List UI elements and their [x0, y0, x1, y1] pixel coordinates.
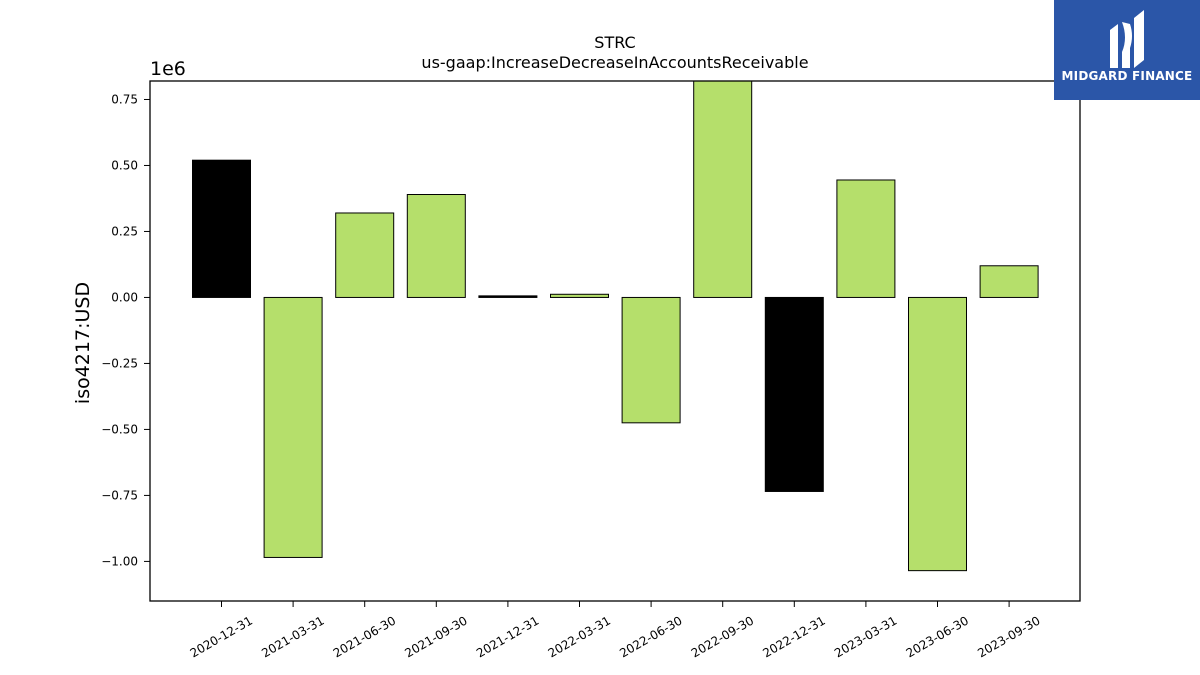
x-tick-label: 2022-09-30 — [689, 613, 756, 660]
bar-2023-06-30 — [908, 296, 967, 572]
x-tick-label: 2021-12-31 — [474, 613, 541, 660]
chart-title: STRC — [594, 33, 635, 52]
logo-text: MIDGARD FINANCE — [1061, 69, 1193, 83]
y-tick-label: −0.50 — [101, 422, 138, 436]
bar-2021-06-30 — [335, 212, 395, 298]
x-tick-label: 2021-03-31 — [259, 613, 326, 660]
bar-2021-12-31 — [478, 295, 538, 298]
bar-2022-06-30 — [621, 296, 681, 424]
bar-2023-03-31 — [836, 179, 896, 298]
bar-2020-12-31 — [192, 159, 251, 298]
x-tick-label: 2021-06-30 — [331, 613, 398, 660]
x-tick-label: 2023-09-30 — [975, 613, 1042, 660]
logo-mark-icon — [1110, 10, 1144, 68]
bar-2021-03-31 — [263, 296, 323, 558]
x-axis-ticks: 2020-12-31 2021-03-31 2021-06-30 2021-09-30… — [188, 601, 1043, 660]
x-tick-label: 2020-12-31 — [188, 613, 255, 660]
y-tick-label: 0.25 — [111, 224, 138, 238]
x-tick-label: 2022-12-31 — [760, 613, 827, 660]
bar-2022-03-31 — [550, 293, 609, 298]
y-axis-label: iso4217:USD — [72, 282, 94, 404]
bar-2022-12-31 — [764, 296, 824, 492]
x-tick-label: 2022-03-31 — [546, 613, 613, 660]
bars-group — [192, 80, 1039, 572]
bar-2022-09-30 — [693, 80, 753, 298]
plot-frame — [149, 80, 1081, 602]
bar-2021-09-30 — [406, 194, 466, 298]
chart-subtitle: us-gaap:IncreaseDecreaseInAccountsReceiv… — [421, 53, 808, 72]
y-scale-label: 1e6 — [150, 58, 186, 80]
y-tick-label: −1.00 — [101, 554, 138, 568]
midgard-finance-logo: MIDGARD FINANCE — [1054, 0, 1200, 100]
y-tick-label: 0.50 — [111, 158, 138, 172]
x-tick-label: 2022-06-30 — [617, 613, 684, 660]
y-tick-label: 0.00 — [111, 290, 138, 304]
x-tick-label: 2023-03-31 — [832, 613, 899, 660]
y-tick-label: 0.75 — [111, 92, 138, 106]
y-axis-ticks: −1.00 −0.75 −0.50 −0.25 0.00 0.25 0.50 0.75 — [101, 92, 150, 568]
y-tick-label: −0.75 — [101, 488, 138, 502]
y-tick-label: −0.25 — [101, 356, 138, 370]
bar-2023-09-30 — [979, 265, 1039, 298]
x-tick-label: 2021-09-30 — [402, 613, 469, 660]
x-tick-label: 2023-06-30 — [904, 613, 971, 660]
